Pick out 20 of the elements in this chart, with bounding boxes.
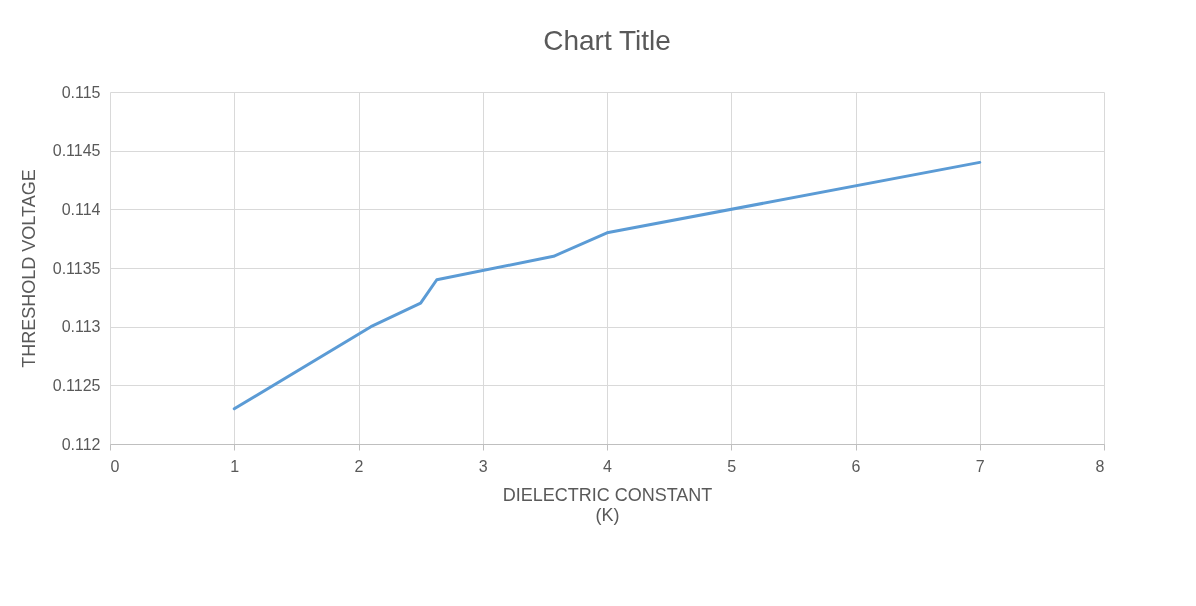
y-tick-label: 0.1125: [52, 376, 101, 394]
y-tick-label: 0.112: [61, 435, 101, 453]
y-tick-label: 0.1135: [52, 259, 101, 277]
x-tick-label: 8: [1095, 457, 1105, 475]
y-tick-label: 0.1145: [52, 142, 101, 160]
chart-title: Chart Title: [543, 25, 671, 56]
x-tick-label: 6: [851, 457, 861, 475]
line-series: [232, 160, 982, 411]
x-tick-label: 0: [110, 457, 120, 475]
x-tick-label: 4: [603, 457, 613, 475]
x-tick-label: 3: [478, 457, 488, 475]
x-tick-label: 1: [230, 457, 240, 475]
x-tick-label: 7: [975, 457, 985, 475]
y-axis-title: THRESHOLD VOLTAGE: [18, 169, 39, 368]
y-tick-label: 0.114: [61, 200, 101, 218]
x-tick-label: 5: [727, 457, 737, 475]
x-axis-title: DIELECTRIC CONSTANT (K): [502, 484, 713, 525]
x-tick-label: 2: [354, 457, 364, 475]
y-tick-label: 0.115: [61, 83, 101, 101]
y-tick-label: 0.113: [61, 318, 101, 336]
